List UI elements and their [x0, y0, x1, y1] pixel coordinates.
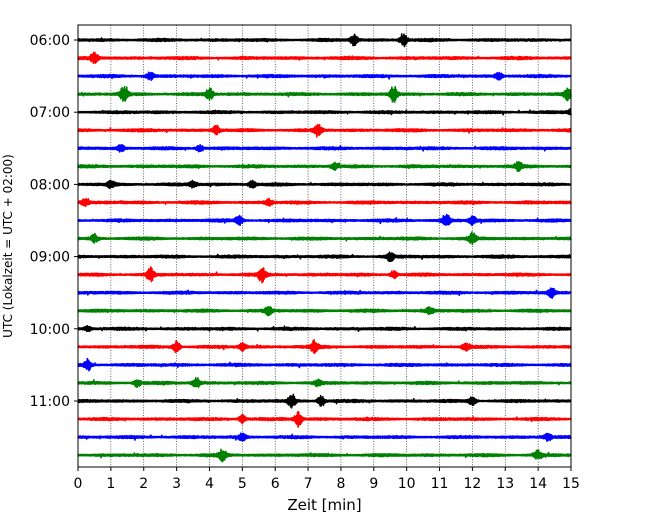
- x-tick-label: 12: [463, 476, 481, 492]
- x-tick-label: 9: [369, 476, 378, 492]
- y-tick-label: 06:00: [30, 33, 70, 49]
- x-tick-label: 6: [271, 476, 280, 492]
- x-tick-label: 5: [238, 476, 247, 492]
- seismic-trace-0830: [77, 213, 572, 227]
- seismic-trace-1145: [77, 448, 572, 463]
- seismic-trace-0745: [77, 160, 572, 173]
- seismic-traces: [77, 33, 572, 463]
- x-tick-label: 8: [336, 476, 345, 492]
- seismic-trace-1045: [77, 377, 572, 388]
- x-tick-label: 7: [304, 476, 313, 492]
- seismic-trace-0600: [77, 33, 572, 48]
- x-tick-label: 3: [172, 476, 181, 492]
- plot-area: [77, 24, 572, 468]
- seismic-trace-1015: [77, 339, 572, 355]
- seismic-trace-1130: [77, 432, 572, 442]
- seismic-trace-1115: [77, 411, 572, 428]
- x-tick-label: 14: [529, 476, 547, 492]
- seismic-trace-0845: [77, 231, 572, 246]
- seismic-trace-0945: [77, 305, 572, 317]
- y-axis-label: UTC (Lokalzeit = UTC + 02:00): [1, 154, 15, 338]
- x-tick-label: 11: [431, 476, 449, 492]
- y-tick-label: 08:00: [30, 177, 70, 193]
- x-tick-label: 1: [106, 476, 115, 492]
- seismic-trace-0815: [77, 197, 572, 208]
- seismic-trace-0800: [77, 179, 572, 190]
- y-tick-label: 11:00: [30, 394, 70, 410]
- x-tick-label: 15: [562, 476, 580, 492]
- seismic-trace-0645: [77, 85, 572, 103]
- seismic-trace-0615: [77, 51, 572, 64]
- x-tick-label: 10: [398, 476, 416, 492]
- x-axis-label: Zeit [min]: [287, 496, 361, 514]
- seismic-trace-0630: [77, 71, 572, 81]
- seismic-trace-1000: [77, 325, 572, 333]
- seismic-trace-0930: [77, 287, 572, 299]
- seismic-trace-0915: [77, 266, 572, 284]
- y-axis: 06:00 07:00 08:00 09:00 10:00 11:00: [30, 33, 78, 410]
- seismic-trace-1100: [77, 393, 572, 409]
- y-tick-label: 07:00: [30, 105, 70, 121]
- y-tick-label: 10:00: [30, 322, 70, 338]
- x-tick-label: 4: [205, 476, 214, 492]
- seismic-trace-1030: [77, 357, 572, 372]
- x-tick-label: 0: [74, 476, 83, 492]
- x-tick-label: 2: [139, 476, 148, 492]
- seismic-trace-0900: [77, 251, 572, 263]
- x-axis: 0 1 2 3 4 5 6 7 8 9 10 11 12 13 14 15: [74, 467, 580, 492]
- seismic-trace-0715: [77, 123, 572, 138]
- x-tick-label: 13: [496, 476, 514, 492]
- y-tick-label: 09:00: [30, 250, 70, 266]
- seismic-trace-0700: [77, 108, 572, 116]
- seismic-trace-0730: [77, 143, 572, 153]
